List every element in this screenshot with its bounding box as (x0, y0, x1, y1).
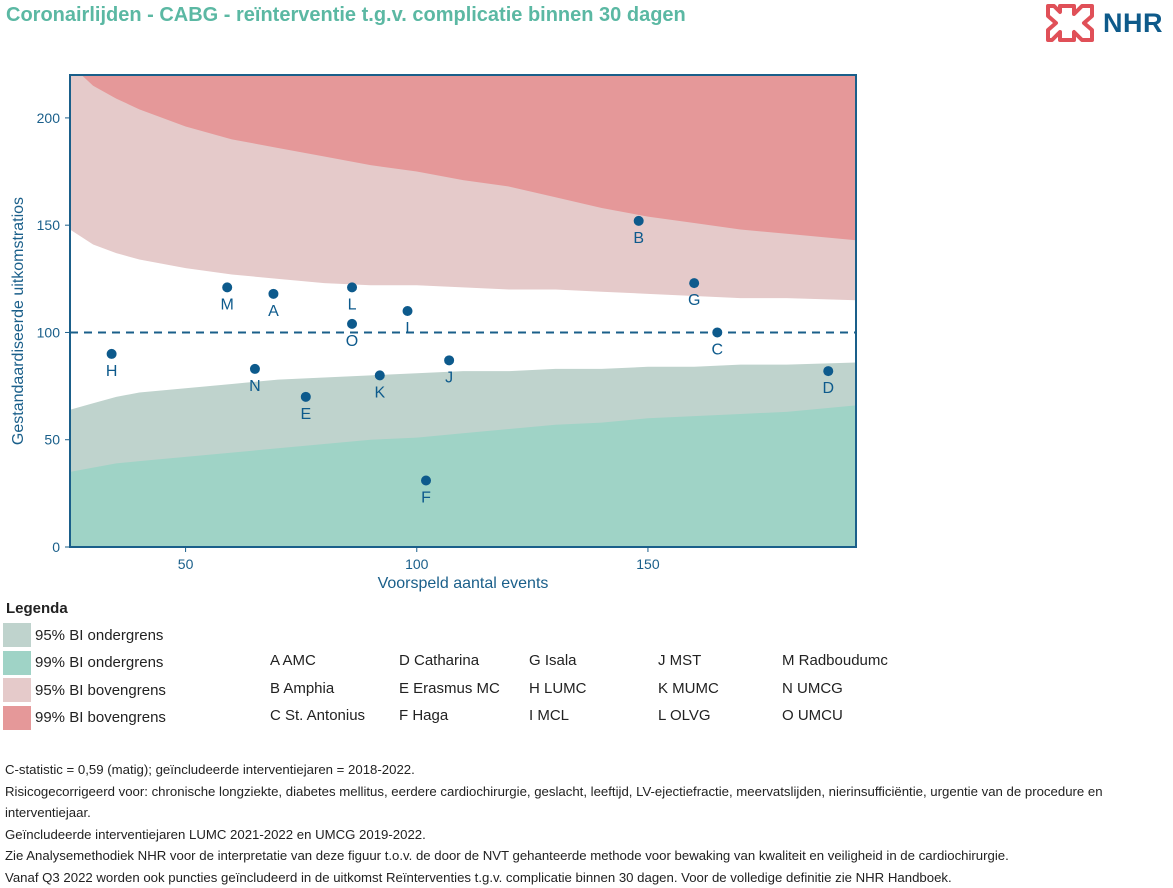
hospital-legend-entry: N UMCG (782, 679, 843, 697)
legend-swatch (3, 623, 31, 647)
x-axis-label: Voorspeld aantal events (378, 575, 549, 592)
hospital-legend-entry: C St. Antonius (270, 707, 366, 724)
y-axis-label: Gestandaardiseerde uitkomstratios (10, 197, 27, 445)
data-point-l (347, 282, 358, 293)
data-point-d (823, 366, 834, 377)
point-label-m: M (221, 296, 234, 313)
point-label-a: A (268, 303, 279, 320)
point-label-g: G (688, 292, 700, 309)
funnel-plot: 0 50 100 150 200 50 100 150 Voorspeld aantal eve… (10, 74, 857, 592)
hospital-legend-entry: D Catharina (399, 652, 480, 669)
y-tick-label: 50 (44, 432, 60, 448)
legend-item: 95% BI bovengrens (3, 677, 166, 703)
point-label-e: E (300, 406, 311, 423)
data-point-e (300, 391, 311, 402)
legend-swatch (3, 678, 31, 702)
point-label-o: O (346, 333, 358, 350)
point-label-n: N (249, 378, 261, 395)
point-label-j: J (445, 369, 453, 386)
note-risk-correction: Risicogecorrigeerd voor: chronische long… (5, 783, 1103, 821)
data-point-a (268, 288, 279, 299)
legend-swatch (3, 650, 31, 675)
point-label-c: C (712, 341, 724, 358)
hospital-legend-entry: H LUMC (529, 679, 587, 697)
nhr-heart-cross-icon (1046, 4, 1094, 42)
data-point-i (402, 306, 413, 316)
legend-label: 99% BI bovengrens (35, 709, 166, 726)
hospital-legend-entry: M Radboudumc (782, 652, 888, 669)
point-label-l: L (348, 296, 357, 313)
note-cstatistic: C-statistic = 0,59 (matig); geïncludeerd… (5, 762, 415, 777)
hospital-legend-entry: K MUMC (658, 679, 719, 697)
legend-item: 99% BI ondergrens (3, 650, 163, 676)
data-point-o (347, 318, 358, 329)
data-point-b (633, 215, 644, 226)
x-tick-label: 100 (405, 556, 429, 572)
legend-label: 95% BI ondergrens (35, 626, 164, 644)
hospital-legend-entry: G Isala (529, 652, 577, 669)
hospital-legend-entry: I MCL (529, 707, 570, 724)
legend-item: 95% BI ondergrens (3, 622, 163, 648)
hospital-legend-entry: E Erasmus MC (399, 679, 500, 697)
logo-text: NHR (1103, 8, 1163, 38)
plot-frame (69, 74, 857, 548)
point-label-d: D (822, 380, 834, 397)
y-tick-label: 200 (37, 110, 61, 126)
data-point-f (421, 475, 432, 486)
data-point-m (222, 282, 233, 293)
note-methodology: Zie Analysemethodiek NHR voor de interpr… (5, 848, 1009, 863)
legend-title: Legenda (6, 600, 68, 617)
hospital-legend-entry: B Amphia (270, 679, 335, 697)
note-definition: Vanaf Q3 2022 worden ook puncties geïncl… (5, 869, 952, 885)
legend-label: 95% BI bovengrens (35, 681, 166, 699)
y-tick-label: 100 (37, 324, 61, 340)
page-title: Coronairlijden - CABG - reïnterventie t.… (6, 4, 686, 26)
footnotes: C-statistic = 0,59 (matig); geïncludeerd… (5, 759, 1171, 888)
x-tick-label: 150 (636, 556, 660, 572)
hospital-legend-entry: F Haga (399, 707, 449, 724)
band-99-upper (81, 75, 856, 241)
hospital-legend-entry: O UMCU (782, 707, 843, 724)
data-point-g (689, 278, 700, 289)
x-tick-label: 50 (178, 556, 194, 572)
hospital-legend-entry: L OLVG (658, 707, 711, 724)
data-point-h (106, 348, 117, 359)
point-label-b: B (633, 230, 644, 247)
legend-swatch (3, 705, 31, 730)
point-label-k: K (374, 384, 385, 401)
y-tick-label: 0 (52, 539, 60, 555)
point-label-i: I (405, 320, 409, 337)
y-tick-label: 150 (37, 217, 61, 233)
data-point-n (249, 363, 260, 374)
point-label-f: F (421, 489, 431, 506)
point-label-h: H (106, 363, 118, 380)
legend-item: 99% BI bovengrens (3, 705, 166, 731)
hospital-legend-entry: A AMC (270, 652, 316, 669)
note-included-years: Geïncludeerde interventiejaren LUMC 2021… (5, 826, 426, 842)
band-99-lower (70, 405, 856, 547)
data-point-j (444, 355, 455, 366)
data-point-c (712, 327, 723, 338)
data-point-k (374, 370, 385, 381)
legend-label: 99% BI ondergrens (35, 654, 164, 671)
hospital-legend-entry: J MST (658, 652, 702, 669)
